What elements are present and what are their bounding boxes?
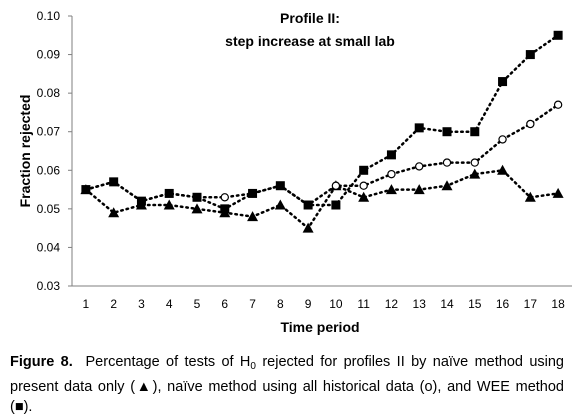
y-tick-label: 0.06: [37, 163, 61, 177]
x-tick-label: 11: [357, 297, 370, 311]
x-tick-label: 16: [496, 297, 510, 311]
square-point: [386, 150, 396, 160]
square-point: [192, 192, 202, 202]
triangle-point: [552, 187, 564, 198]
circle-point: [442, 158, 452, 167]
square-point: [109, 177, 119, 187]
x-tick-label: 5: [194, 297, 201, 311]
square-point: [81, 185, 91, 195]
y-tick-labels: 0.03 0.04 0.05 0.06 0.07 0.08 0.09 0.10: [37, 9, 72, 293]
x-tick-label: 6: [221, 297, 228, 311]
x-axis-title: Time period: [280, 319, 359, 335]
circle-point: [331, 181, 341, 190]
circle-point: [553, 100, 563, 109]
caption-label: Figure 8.: [10, 354, 73, 370]
caption-text-start: Percentage of tests of H: [85, 354, 251, 370]
x-tick-label: 2: [110, 297, 117, 311]
triangle-point: [358, 191, 370, 202]
triangle-point: [108, 207, 120, 218]
triangle-point: [163, 199, 175, 210]
annotation-line-1: Profile II:: [280, 10, 340, 26]
triangle-point: [497, 164, 509, 175]
square-point: [248, 188, 258, 198]
x-tick-label: 18: [551, 297, 565, 311]
x-tick-label: 13: [413, 297, 427, 311]
circle-point: [387, 169, 396, 179]
circle-point: [498, 135, 507, 144]
y-tick-label: 0.09: [37, 48, 61, 62]
circle-point: [526, 119, 535, 129]
x-tick-label: 14: [440, 297, 454, 311]
square-point: [553, 30, 563, 40]
x-tick-label: 12: [385, 297, 399, 311]
x-tick-label: 4: [166, 297, 173, 311]
x-tick-label: 17: [524, 297, 538, 311]
square-point: [275, 181, 285, 191]
y-tick-label: 0.04: [37, 240, 61, 254]
y-tick-label: 0.10: [37, 9, 61, 23]
x-tick-label: 1: [83, 297, 90, 311]
triangle-point: [385, 184, 397, 195]
circle-point: [359, 181, 368, 190]
x-tick-label: 9: [305, 297, 312, 311]
series-layer: [80, 30, 564, 233]
triangle-point: [441, 180, 453, 191]
triangle-point: [191, 203, 203, 214]
caption-text-end: rejected for profiles II by naïve method…: [10, 354, 564, 415]
x-tick-label: 3: [138, 297, 145, 311]
triangle-point: [247, 211, 259, 222]
square-point: [470, 127, 480, 137]
square-point: [498, 77, 508, 87]
triangle-point: [274, 199, 286, 210]
square-point: [525, 50, 535, 60]
square-point: [220, 204, 230, 214]
circle-point: [470, 158, 479, 167]
y-tick-label: 0.08: [37, 86, 61, 100]
triangle-point: [302, 222, 314, 233]
series-triangle-line: [84, 168, 560, 230]
annotation-line-2: step increase at small lab: [225, 33, 395, 49]
x-tick-labels: 1 2 3 4 5 6 7 8 9 10 11 12 13 14 15 16 17 18: [83, 297, 566, 311]
square-point: [303, 200, 313, 210]
x-tick-label: 8: [277, 297, 284, 311]
y-tick-label: 0.07: [37, 125, 61, 139]
square-point: [164, 188, 174, 198]
square-point: [414, 123, 424, 133]
caption-subscript: 0: [250, 361, 256, 372]
circle-point: [220, 193, 229, 202]
y-tick-label: 0.05: [37, 202, 61, 216]
square-point: [136, 196, 146, 206]
x-tick-label: 7: [249, 297, 256, 311]
y-axis-title: Fraction rejected: [17, 95, 33, 208]
triangle-point: [413, 184, 425, 195]
series-circle-line: [84, 103, 560, 207]
triangle-point: [469, 168, 481, 179]
circle-point: [415, 162, 424, 171]
square-point: [331, 200, 341, 210]
triangle-point: [524, 191, 536, 202]
x-tick-label: 15: [468, 297, 482, 311]
y-tick-label: 0.03: [37, 279, 61, 293]
x-tick-label: 10: [329, 297, 343, 311]
figure-caption: Figure 8. Percentage of tests of H0 reje…: [10, 352, 564, 417]
series-square-line: [84, 34, 560, 211]
square-point: [359, 165, 369, 175]
square-point: [442, 127, 452, 137]
